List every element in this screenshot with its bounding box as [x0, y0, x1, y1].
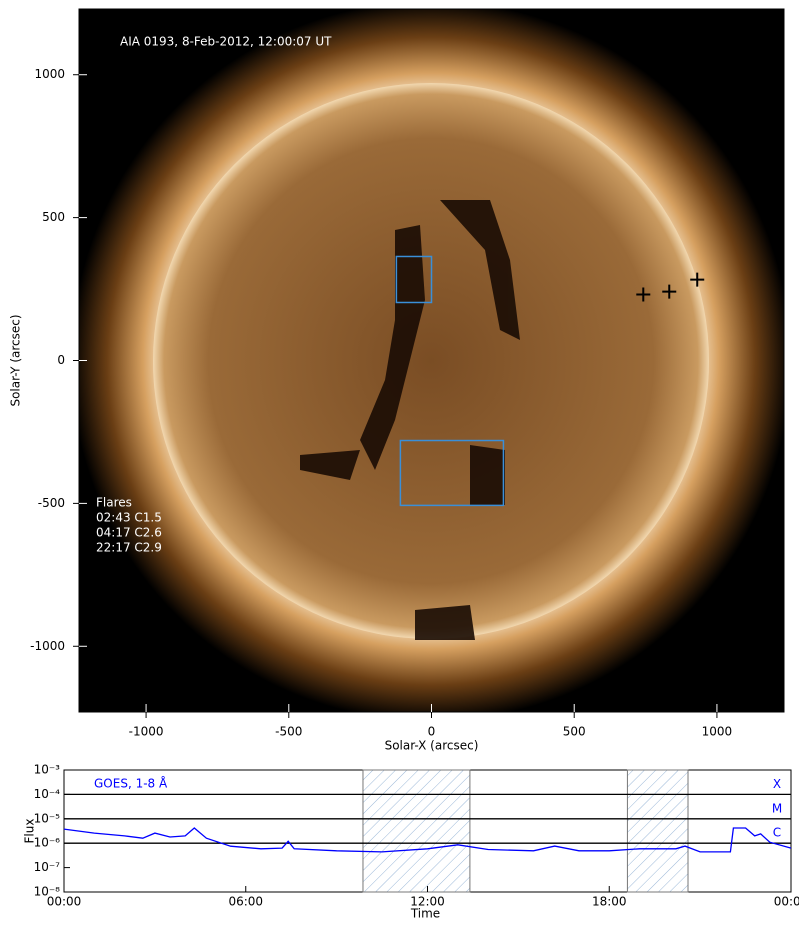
class-label: C [773, 826, 781, 840]
x-tick-label: 500 [563, 725, 586, 739]
y-tick-label: 10⁻⁴ [34, 787, 61, 801]
annotation: Flares [96, 496, 132, 510]
y-tick-label: 10⁻⁸ [34, 885, 61, 899]
x-tick-label: -1000 [129, 725, 164, 739]
x-tick-label: 00:00 [47, 895, 82, 909]
y-tick-label: 10⁻³ [34, 763, 61, 777]
y-tick-label: 1000 [34, 67, 65, 81]
class-label: M [772, 801, 782, 815]
annotation: 04:17 C2.6 [96, 526, 162, 540]
x-tick-label: 1000 [702, 725, 733, 739]
y-axis-label: Solar-Y (arcsec) [9, 314, 23, 406]
title: AIA 0193, 8-Feb-2012, 12:00:07 UT [120, 35, 332, 49]
y-tick-label: -500 [38, 496, 65, 510]
class-label: X [773, 777, 781, 791]
x-tick-label: 12:00 [410, 895, 445, 909]
y-axis-label: Flux [23, 819, 37, 844]
x-tick-label: 18:00 [592, 895, 627, 909]
annotation: 02:43 C1.5 [96, 511, 162, 525]
y-tick-label: -1000 [30, 639, 65, 653]
x-tick-label: 00:00 [774, 895, 799, 909]
marker [690, 272, 705, 287]
legend-label: GOES, 1-8 Å [94, 776, 168, 791]
region-box [395, 255, 433, 304]
y-tick-label: 10⁻⁷ [34, 860, 61, 874]
x-tick-label: 0 [428, 725, 436, 739]
shaded-interval [362, 769, 471, 893]
annotation: 22:17 C2.9 [96, 541, 162, 555]
x-tick-label: 06:00 [228, 895, 263, 909]
y-tick-label: 500 [42, 210, 65, 224]
solar-disk [153, 83, 709, 639]
marker [662, 284, 677, 299]
region-box [399, 439, 505, 507]
shaded-interval [626, 769, 689, 893]
coronal-holes [300, 200, 520, 640]
solar-image [79, 9, 784, 712]
flux-line [63, 827, 792, 853]
x-axis-label: Time [410, 907, 440, 921]
y-tick-label: 0 [57, 353, 65, 367]
x-tick-label: -500 [275, 725, 302, 739]
marker [636, 287, 651, 302]
y-tick-label: 10⁻⁵ [34, 811, 61, 825]
y-tick-label: 10⁻⁶ [34, 836, 61, 850]
x-axis-label: Solar-X (arcsec) [385, 739, 479, 753]
